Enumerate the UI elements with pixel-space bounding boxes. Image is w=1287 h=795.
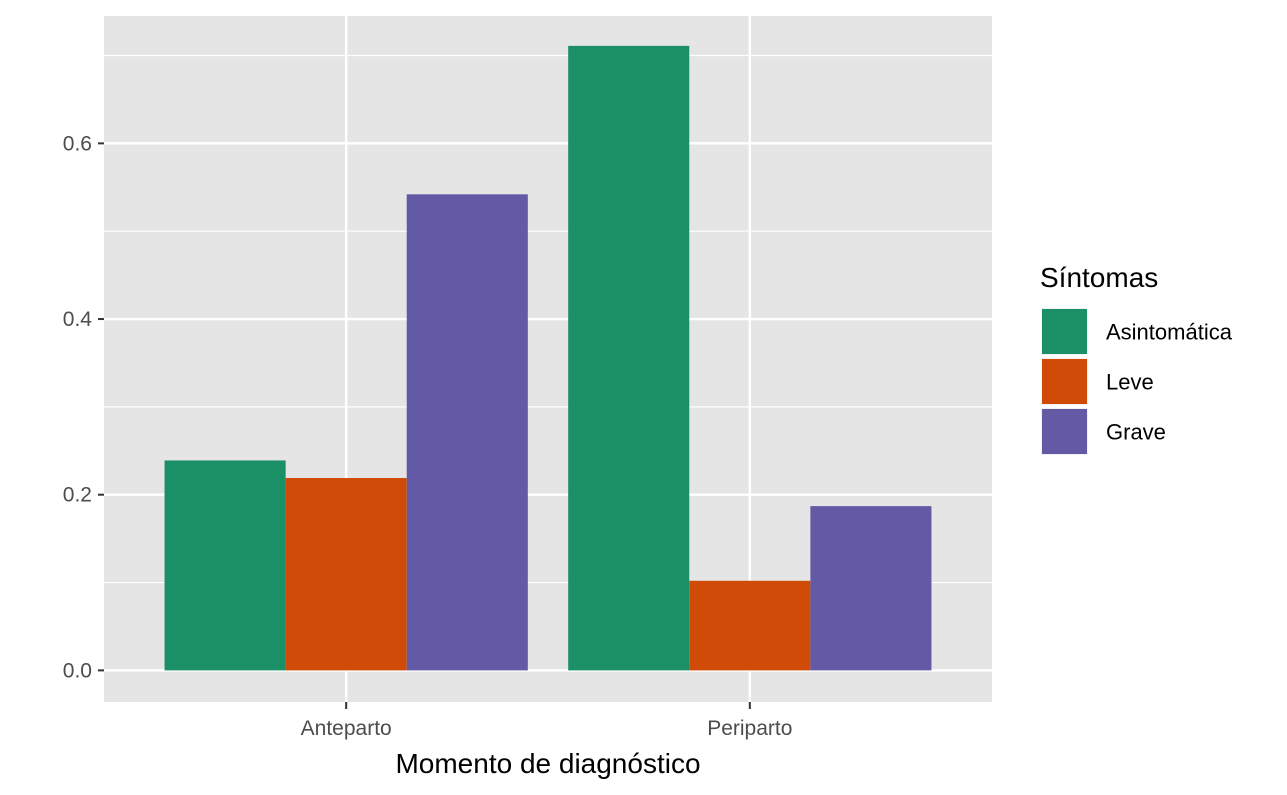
x-axis-title: Momento de diagnóstico — [395, 748, 700, 779]
legend-key-leve — [1042, 359, 1087, 404]
bar-asintomática-periparto — [568, 45, 690, 671]
legend-label: Asintomática — [1106, 320, 1233, 345]
y-tick-label: 0.4 — [63, 308, 93, 331]
x-axis: Anteparto Periparto — [301, 702, 792, 740]
x-tick-label: Periparto — [707, 717, 792, 740]
bar-leve-periparto — [689, 580, 811, 671]
legend-label: Grave — [1106, 420, 1166, 445]
legend-key-grave — [1042, 409, 1087, 454]
bar-asintomática-anteparto — [164, 460, 286, 671]
bars — [164, 45, 932, 671]
y-tick-label: 0.0 — [63, 659, 92, 682]
x-tick-label: Anteparto — [301, 717, 392, 740]
bar-grave-periparto — [810, 506, 932, 671]
legend-title: Síntomas — [1040, 262, 1158, 293]
y-tick-label: 0.6 — [63, 132, 92, 155]
bar-grave-anteparto — [406, 194, 528, 671]
legend-label: Leve — [1106, 370, 1154, 395]
y-axis: 0.0 0.2 0.4 0.6 — [63, 132, 104, 682]
y-tick-label: 0.2 — [63, 484, 92, 507]
legend-key-asintomática — [1042, 309, 1087, 354]
legend: Síntomas Asintomática Leve Grave — [1040, 262, 1233, 455]
bar-leve-anteparto — [285, 478, 407, 671]
